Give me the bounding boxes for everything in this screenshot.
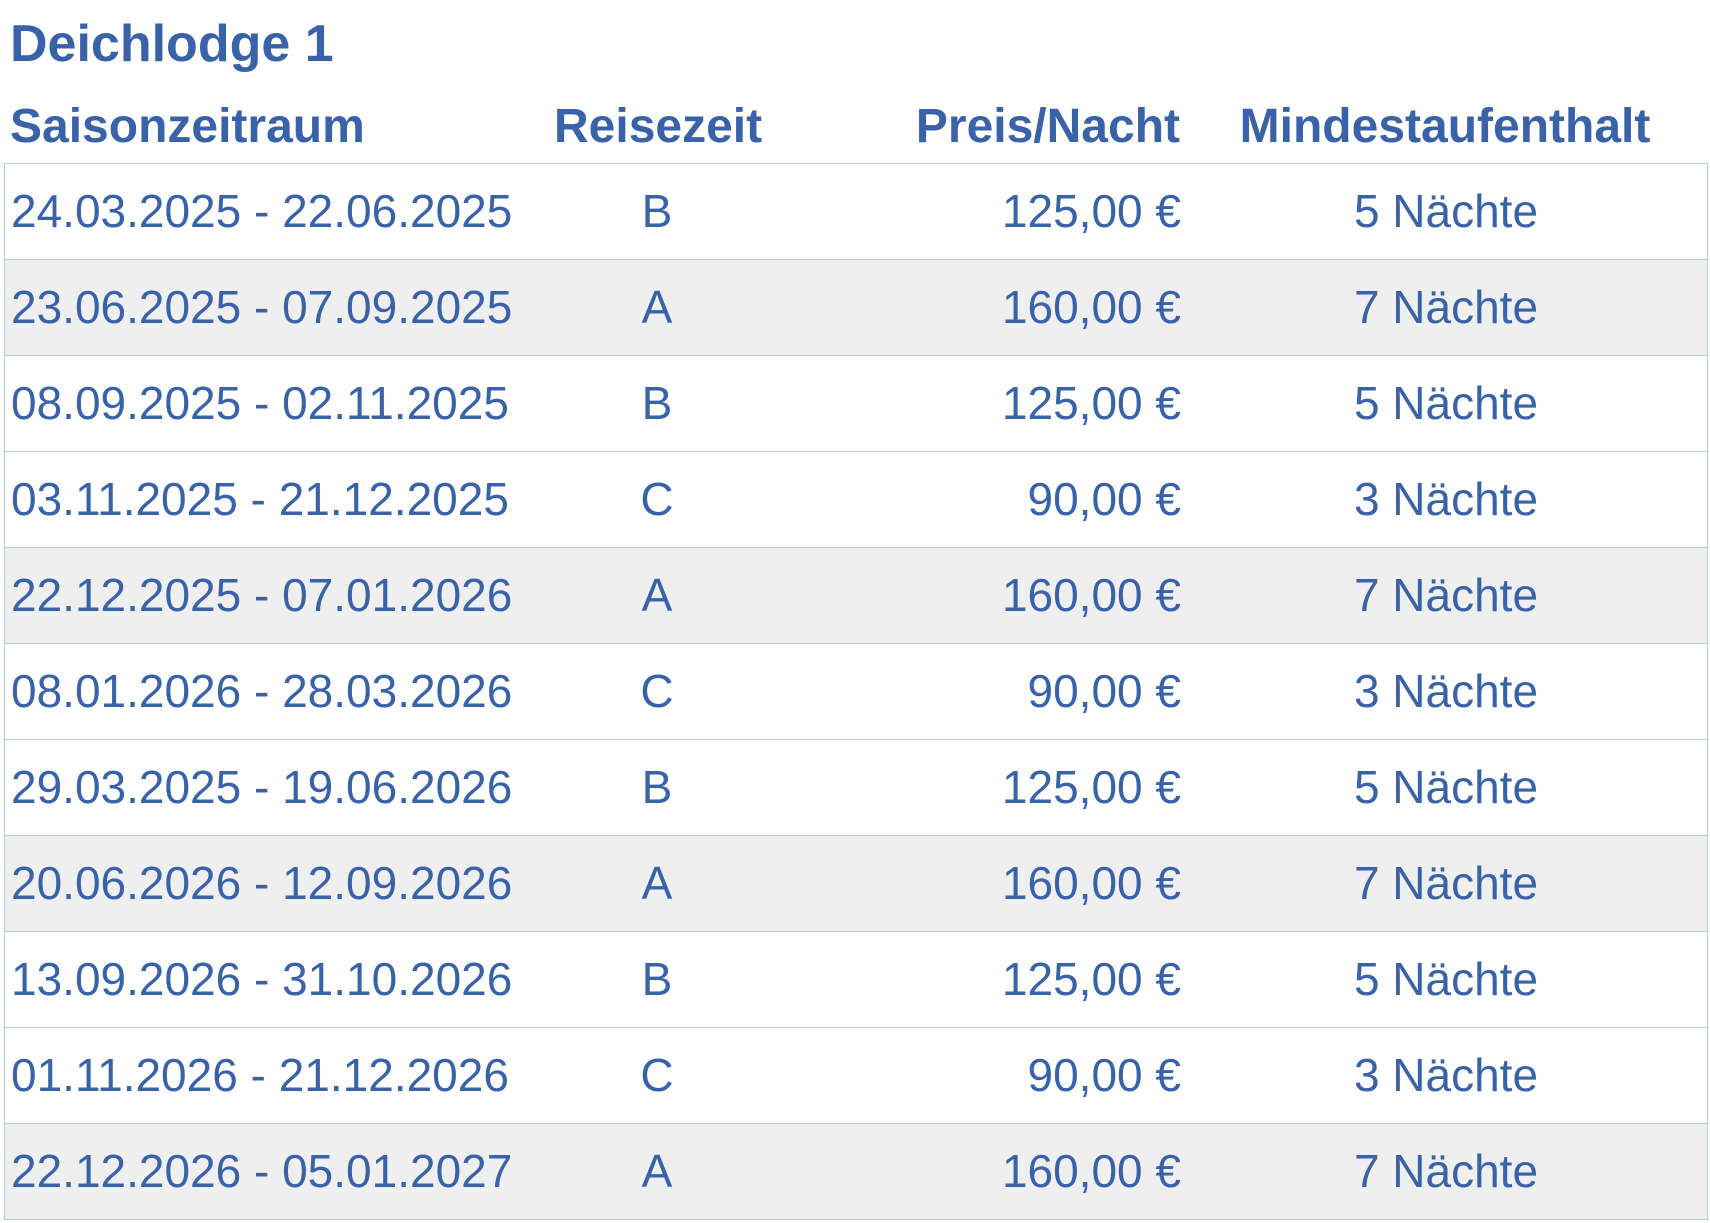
- table-row: 01.11.2026 - 21.12.2026 C 90,00 € 3 Näch…: [5, 1028, 1707, 1124]
- cell-minimum-stay: 5 Nächte: [1353, 953, 1539, 1005]
- table-row: 20.06.2026 - 12.09.2026 A 160,00 € 7 Näc…: [5, 836, 1707, 932]
- table-row: 22.12.2025 - 07.01.2026 A 160,00 € 7 Näc…: [5, 548, 1707, 644]
- cell-travel-time: C: [640, 1049, 674, 1101]
- price-table: 24.03.2025 - 22.06.2025 B 125,00 € 5 Näc…: [4, 163, 1708, 1220]
- cell-price: 160,00 €: [1001, 857, 1181, 909]
- table-row: 24.03.2025 - 22.06.2025 B 125,00 € 5 Näc…: [5, 164, 1707, 260]
- header-price-per-night: Preis/Nacht: [915, 100, 1180, 153]
- table-row: 22.12.2026 - 05.01.2027 A 160,00 € 7 Näc…: [5, 1124, 1707, 1220]
- cell-price: 90,00 €: [1027, 665, 1181, 717]
- cell-travel-time: A: [641, 569, 673, 621]
- cell-season: 13.09.2026 - 31.10.2026: [11, 953, 513, 1005]
- cell-price: 160,00 €: [1001, 569, 1181, 621]
- cell-minimum-stay: 7 Nächte: [1353, 1145, 1539, 1197]
- cell-price: 90,00 €: [1027, 1049, 1181, 1101]
- cell-season: 29.03.2025 - 19.06.2026: [11, 761, 513, 813]
- cell-minimum-stay: 3 Nächte: [1353, 1049, 1539, 1101]
- cell-season: 03.11.2025 - 21.12.2025: [11, 473, 509, 525]
- cell-travel-time: C: [640, 473, 674, 525]
- cell-travel-time: B: [641, 761, 673, 813]
- cell-minimum-stay: 5 Nächte: [1353, 185, 1539, 237]
- header-season: Saisonzeitraum: [10, 100, 365, 153]
- cell-price: 160,00 €: [1001, 1145, 1181, 1197]
- cell-travel-time: C: [640, 665, 674, 717]
- cell-price: 125,00 €: [1001, 761, 1181, 813]
- cell-price: 125,00 €: [1001, 185, 1181, 237]
- header-minimum-stay: Mindestaufenthalt: [1239, 100, 1651, 153]
- cell-season: 08.09.2025 - 02.11.2025: [11, 377, 509, 429]
- cell-minimum-stay: 7 Nächte: [1353, 569, 1539, 621]
- cell-season: 23.06.2025 - 07.09.2025: [11, 281, 513, 333]
- table-row: 08.01.2026 - 28.03.2026 C 90,00 € 3 Näch…: [5, 644, 1707, 740]
- cell-price: 160,00 €: [1001, 281, 1181, 333]
- table-row: 23.06.2025 - 07.09.2025 A 160,00 € 7 Näc…: [5, 260, 1707, 356]
- cell-travel-time: B: [641, 185, 673, 237]
- cell-minimum-stay: 3 Nächte: [1353, 473, 1539, 525]
- table-header: Saisonzeitraum Reisezeit Preis/Nacht Min…: [0, 96, 1710, 158]
- table-row: 13.09.2026 - 31.10.2026 B 125,00 € 5 Näc…: [5, 932, 1707, 1028]
- cell-travel-time: B: [641, 377, 673, 429]
- cell-season: 22.12.2026 - 05.01.2027: [11, 1145, 513, 1197]
- table-row: 08.09.2025 - 02.11.2025 B 125,00 € 5 Näc…: [5, 356, 1707, 452]
- table-row: 29.03.2025 - 19.06.2026 B 125,00 € 5 Näc…: [5, 740, 1707, 836]
- cell-travel-time: A: [641, 281, 673, 333]
- header-travel-time: Reisezeit: [554, 100, 763, 153]
- cell-price: 125,00 €: [1001, 377, 1181, 429]
- cell-season: 20.06.2026 - 12.09.2026: [11, 857, 513, 909]
- cell-season: 22.12.2025 - 07.01.2026: [11, 569, 513, 621]
- cell-travel-time: B: [641, 953, 673, 1005]
- cell-price: 125,00 €: [1001, 953, 1181, 1005]
- cell-season: 24.03.2025 - 22.06.2025: [11, 185, 513, 237]
- cell-travel-time: A: [641, 857, 673, 909]
- page-title: Deichlodge 1: [10, 15, 334, 73]
- cell-minimum-stay: 5 Nächte: [1353, 761, 1539, 813]
- cell-season: 01.11.2026 - 21.12.2026: [11, 1049, 509, 1101]
- cell-minimum-stay: 7 Nächte: [1353, 857, 1539, 909]
- cell-minimum-stay: 5 Nächte: [1353, 377, 1539, 429]
- cell-price: 90,00 €: [1027, 473, 1181, 525]
- cell-minimum-stay: 7 Nächte: [1353, 281, 1539, 333]
- cell-season: 08.01.2026 - 28.03.2026: [11, 665, 513, 717]
- table-row: 03.11.2025 - 21.12.2025 C 90,00 € 3 Näch…: [5, 452, 1707, 548]
- cell-minimum-stay: 3 Nächte: [1353, 665, 1539, 717]
- cell-travel-time: A: [641, 1145, 673, 1197]
